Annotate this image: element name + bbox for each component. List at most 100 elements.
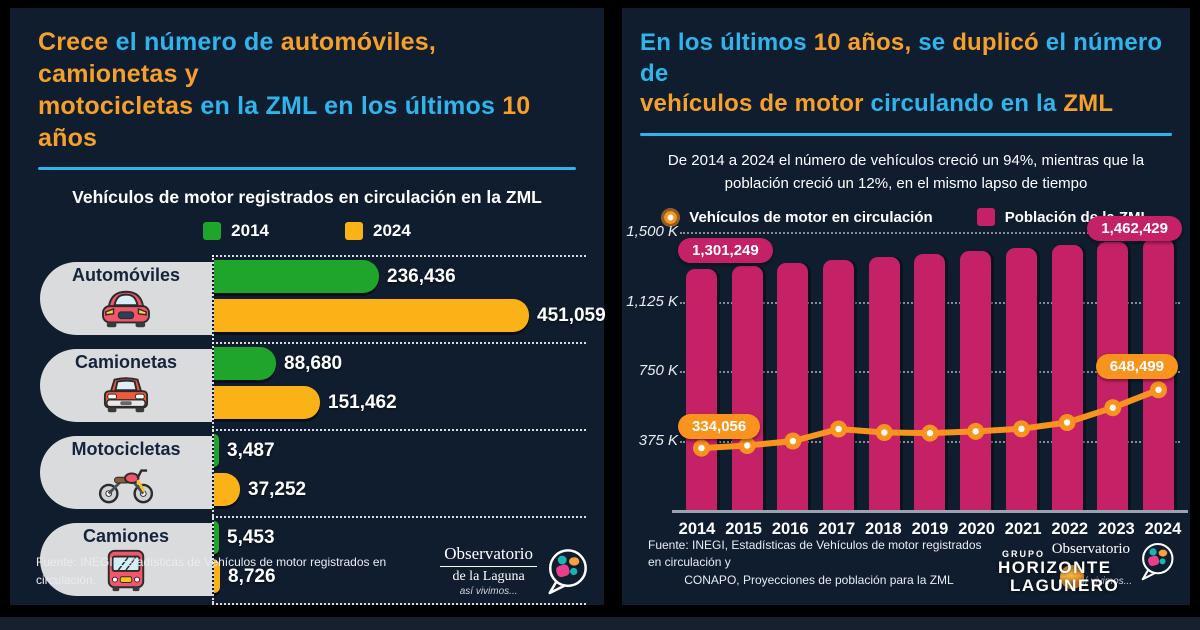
category-pill: Motocicletas (40, 436, 212, 509)
population-bar (914, 254, 946, 510)
right-source-line1: Fuente: INEGI, Estadísticas de Vehículos… (648, 537, 982, 570)
category-label: Motocicletas (71, 439, 181, 459)
bottom-strip (0, 617, 1200, 630)
category-pill: Camionetas (40, 349, 212, 422)
right-subtitle: De 2014 a 2024 el número de vehículos cr… (667, 152, 1145, 192)
bar-value-label: 37,252 (248, 478, 307, 500)
population-2024-badge: 1,462,429 (1087, 216, 1182, 241)
line-marker-center (835, 425, 842, 433)
right-source-line2: CONAPO, Proyecciones de población para l… (684, 572, 954, 587)
vehicle-row: Automóviles 236,436 451,059 (30, 255, 606, 342)
observatorio-logo-line2: de la Laguna (452, 569, 525, 584)
vehicles-2024-badge: 648,499 (1095, 354, 1178, 379)
title-segment: el número de (115, 28, 281, 56)
bar-value-label: 151,462 (328, 391, 397, 413)
line-marker-center (1155, 386, 1162, 394)
category-label: Camionetas (74, 352, 178, 372)
suv-icon (95, 373, 157, 424)
bar-2024: 151,462 (214, 386, 397, 419)
footer-logos: Observatorio así vivimos... GRUPO HORIZ (998, 541, 1176, 597)
legend-swatch (976, 208, 995, 227)
bar-2014: 5,453 (214, 521, 275, 554)
row-separator-dotted-line (212, 516, 586, 518)
bar-value-label: 5,453 (227, 526, 275, 548)
bar-2014: 88,680 (214, 347, 342, 380)
observatorio-logo-line1: Observatorio (440, 544, 537, 567)
population-bar (731, 266, 763, 510)
title-segment: circulando en la (870, 90, 1064, 118)
gridline (680, 232, 1180, 234)
category-pill: Camiones (40, 523, 212, 596)
title-segment: ZML (1063, 90, 1114, 118)
title-segment: 10 años, (813, 29, 912, 56)
year-label: 2018 (865, 520, 902, 538)
legend-swatch (345, 222, 363, 240)
sun-icon (1060, 565, 1084, 589)
title-segment: En los últimos (640, 29, 814, 56)
observatorio-logo-tagline: así vivimos... (459, 586, 518, 597)
title-segment: automóviles, camionetas y (38, 28, 437, 88)
y-axis-tick-label: 1,500 K (626, 223, 678, 240)
population-bar (868, 257, 900, 510)
left-chart-title: Vehículos de motor registrados en circul… (72, 187, 542, 207)
observatorio-bubble-icon (1141, 542, 1174, 581)
right-panel: En los últimos 10 años, se duplicó el nú… (622, 8, 1190, 605)
legend-label: 2014 (231, 221, 269, 240)
grupo-logo-line1: HORIZONTE (998, 558, 1112, 577)
category-label: Camiones (82, 526, 170, 546)
motorcycle-icon (95, 460, 157, 511)
bar-2024: 37,252 (214, 473, 306, 506)
year-label: 2015 (725, 520, 762, 538)
left-panel: Crece el número de automóviles, camionet… (10, 8, 606, 605)
population-bar (823, 260, 855, 510)
year-label: 2014 (678, 520, 716, 538)
bar-fill (214, 560, 220, 593)
observatorio-bubble-icon (548, 548, 587, 594)
bar-fill (214, 434, 219, 467)
bus-icon (95, 547, 157, 598)
vehicle-row: Camiones 5,453 8,726 (30, 516, 586, 603)
population-bar (686, 269, 717, 510)
line-marker-center (789, 437, 797, 445)
left-footer: Fuente: INEGI, Estadísticas de Vehículos… (36, 544, 590, 597)
row-separator-dotted-line (212, 429, 586, 431)
right-footer: Fuente: INEGI, Estadísticas de Vehículos… (648, 537, 1176, 597)
legend-item: 2014 (203, 221, 269, 241)
row-separator-dotted-line (212, 603, 586, 605)
observatorio-logo-line1: Observatorio (1051, 541, 1130, 557)
grupo-logo-small: GRUPO (1002, 549, 1046, 559)
grupo-horizonte-lagunero-logo: GRUPO HORIZONTE LAGUNERO (998, 549, 1119, 595)
right-combo-chart: 1,301,249 1,462,429 334,056 648,499 1,50… (626, 216, 1188, 538)
x-axis-line (672, 510, 1188, 513)
line-marker-center (972, 428, 979, 435)
row-separator-dotted-line (212, 342, 586, 344)
title-segment: el número de (640, 29, 1163, 87)
observatorio-logo-tagline: así vivimos... (1074, 576, 1132, 587)
line-marker-center (1018, 425, 1025, 433)
vehicles-line-series (693, 381, 1167, 457)
population-bar (960, 251, 992, 510)
line-marker-center (1109, 404, 1116, 411)
left-bar-chart: Automóviles 236,436 451,059 Camionetas 88,68… (30, 255, 606, 605)
legend-item: Vehículos de motor en circulación (662, 208, 933, 226)
legend-label: Vehículos de motor en circulación (689, 208, 933, 226)
title-segment: 10 años (38, 92, 531, 152)
line-marker-center (926, 429, 934, 437)
bar-value-label: 451,059 (537, 304, 606, 326)
vehicles-2014-badge: 334,056 (678, 414, 761, 439)
observatorio-logo-text: Observatorio así vivimos... (1048, 541, 1134, 587)
title-segment: en la ZML en los últimos (200, 92, 503, 120)
bar-2014: 3,487 (214, 434, 275, 467)
car-icon (95, 286, 157, 337)
year-label: 2019 (911, 520, 949, 538)
population-bars (686, 232, 1174, 510)
line-marker-icon (664, 210, 678, 224)
year-label: 2024 (1144, 520, 1182, 538)
x-axis-year-labels: 2014 2015 2016 2017 2018 2019 2020 2021 2022 2023… (674, 520, 1186, 539)
y-axis-tick-label: 750 K (638, 362, 678, 379)
right-title: En los últimos 10 años, se duplicó el nú… (640, 28, 1176, 120)
bar-fill (214, 473, 240, 506)
year-label: 2023 (1097, 520, 1135, 538)
bar-fill (214, 347, 276, 380)
title-segment: se (911, 29, 953, 56)
